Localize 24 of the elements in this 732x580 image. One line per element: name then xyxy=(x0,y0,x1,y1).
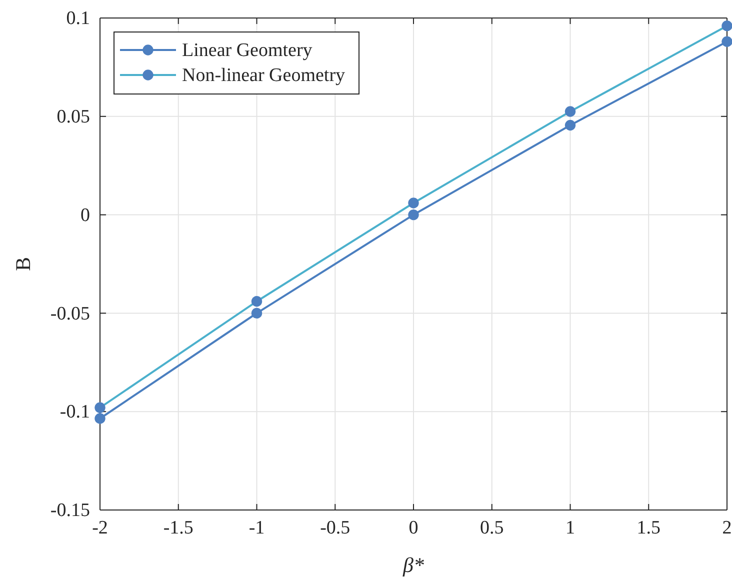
point xyxy=(94,413,106,424)
y-tick-label: -0.15 xyxy=(50,500,90,522)
x-tick-label: -1 xyxy=(248,517,265,538)
x-axis-title: β* xyxy=(402,553,424,577)
legend-label: Non-linear Geometry xyxy=(182,65,346,86)
x-tick-label: 1 xyxy=(566,517,575,538)
y-tick-label: 0 xyxy=(80,204,90,226)
y-tick-label: 0.05 xyxy=(56,106,90,128)
x-tick-label: -0.5 xyxy=(320,517,350,538)
x-tick-label: 0.5 xyxy=(480,517,504,538)
x-tick-label: 1.5 xyxy=(636,517,660,538)
y-tick-label: -0.1 xyxy=(60,402,90,423)
x-tick-label: -2 xyxy=(92,517,108,538)
point xyxy=(722,36,732,47)
point xyxy=(251,308,262,319)
legend-label: Linear Geomtery xyxy=(182,40,313,61)
x-tick-label: 0 xyxy=(408,517,418,538)
x-tick-label: 2 xyxy=(722,517,732,538)
x-tick-label: -1.5 xyxy=(163,517,194,538)
point xyxy=(564,120,576,131)
y-tick-label: 0.1 xyxy=(66,8,90,30)
point xyxy=(408,209,419,220)
y-axis-title: B xyxy=(11,256,35,272)
y-tick-label: -0.05 xyxy=(50,303,90,324)
